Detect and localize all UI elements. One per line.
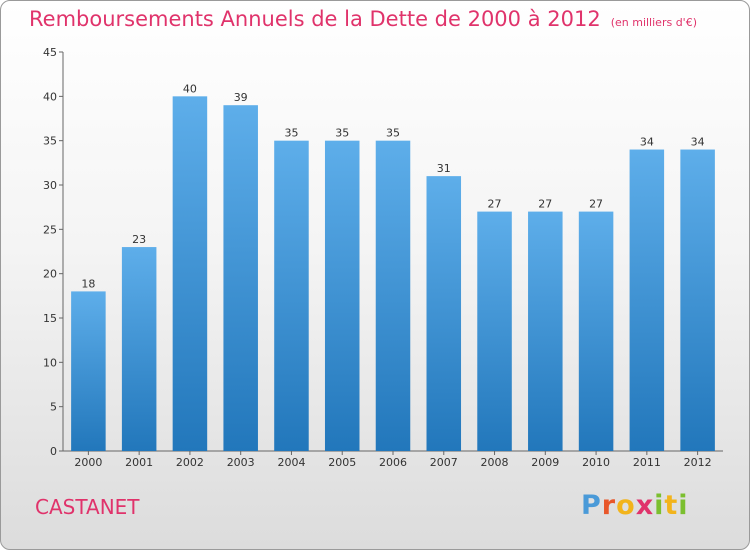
x-tick-label-2005: 2005 — [328, 456, 356, 469]
y-tick-label: 15 — [43, 312, 57, 325]
x-tick-label-2002: 2002 — [176, 456, 204, 469]
location-name: CASTANET — [35, 495, 140, 519]
bar-2010 — [578, 211, 614, 451]
data-label-2012: 34 — [691, 136, 705, 149]
bar-2009 — [528, 211, 563, 451]
y-tick-label: 25 — [43, 223, 57, 236]
y-tick-label: 0 — [50, 445, 57, 458]
data-label-2003: 39 — [234, 91, 248, 104]
logo-letter: P — [581, 490, 602, 521]
data-label-2005: 35 — [335, 127, 349, 140]
x-tick-label-2011: 2011 — [633, 456, 661, 469]
y-tick-label: 30 — [43, 179, 57, 192]
x-tick-label-2006: 2006 — [379, 456, 407, 469]
logo-letter: t — [664, 490, 679, 521]
bar-2011 — [629, 149, 665, 452]
x-tick-label-2001: 2001 — [125, 456, 153, 469]
bar-2006 — [375, 140, 411, 451]
logo-letter: i — [654, 490, 665, 521]
data-label-2007: 31 — [437, 162, 451, 175]
x-tick-label-2004: 2004 — [277, 456, 305, 469]
logo-letter: r — [601, 490, 617, 521]
x-tick-label-2007: 2007 — [430, 456, 458, 469]
x-tick-label-2000: 2000 — [74, 456, 102, 469]
bar-2007 — [426, 176, 462, 451]
chart-title-text: Remboursements Annuels de la Dette de 20… — [29, 7, 601, 31]
bar-2004 — [274, 140, 309, 451]
y-tick-label: 10 — [43, 356, 57, 369]
data-label-2009: 27 — [538, 198, 552, 211]
proxiti-logo: Proxiti — [581, 490, 689, 521]
data-label-2002: 40 — [183, 82, 197, 95]
logo-letter: o — [616, 490, 636, 521]
data-label-2000: 18 — [81, 277, 95, 290]
y-tick-label: 45 — [43, 46, 57, 59]
chart-title: Remboursements Annuels de la Dette de 20… — [29, 7, 697, 31]
logo-letter: i — [678, 490, 689, 521]
bar-2000 — [71, 291, 106, 451]
x-tick-label-2003: 2003 — [227, 456, 255, 469]
bar-2005 — [324, 140, 360, 451]
y-tick-label: 40 — [43, 90, 57, 103]
data-label-2010: 27 — [589, 198, 603, 211]
data-label-2008: 27 — [488, 198, 502, 211]
data-label-2011: 34 — [640, 136, 654, 149]
y-tick-label: 5 — [50, 401, 57, 414]
y-tick-label: 35 — [43, 135, 57, 148]
x-tick-label-2009: 2009 — [531, 456, 559, 469]
x-tick-label-2008: 2008 — [481, 456, 509, 469]
data-label-2004: 35 — [284, 127, 298, 140]
x-tick-label-2010: 2010 — [582, 456, 610, 469]
bar-2001 — [121, 247, 157, 451]
bar-2012 — [680, 149, 715, 452]
bar-2002 — [172, 96, 208, 451]
x-tick-label-2012: 2012 — [684, 456, 712, 469]
y-tick-label: 20 — [43, 268, 57, 281]
bar-2003 — [223, 105, 258, 451]
bar-2008 — [477, 211, 512, 451]
data-label-2006: 35 — [386, 127, 400, 140]
unit-note: (en milliers d'€) — [610, 16, 697, 29]
logo-letter: x — [635, 490, 655, 521]
data-label-2001: 23 — [132, 233, 146, 246]
